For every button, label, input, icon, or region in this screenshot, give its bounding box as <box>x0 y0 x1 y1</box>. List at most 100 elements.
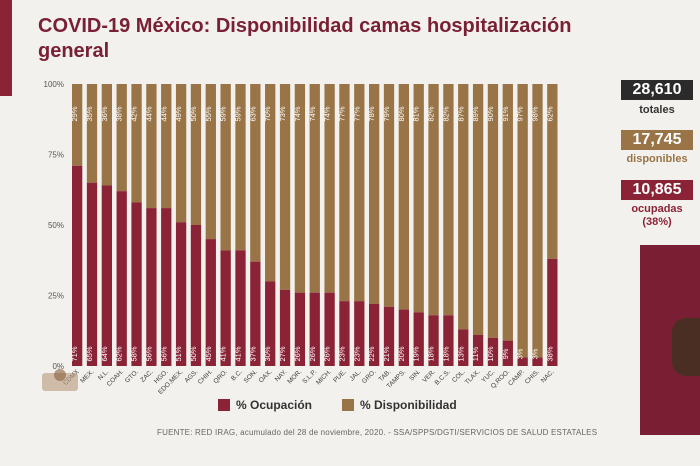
bar-available <box>354 84 365 302</box>
bar-occupied <box>175 222 187 366</box>
bar-available <box>146 84 157 209</box>
x-tick-label: QRO. <box>212 368 229 385</box>
bar-available <box>250 84 261 262</box>
bar-occupied <box>443 315 454 366</box>
bar-occupied <box>131 202 142 366</box>
bar-available <box>413 84 424 313</box>
x-tick-label: CHIS. <box>524 368 541 385</box>
bar-occupied <box>235 250 246 366</box>
data-label-available: 74% <box>323 106 332 121</box>
data-label-available: 63% <box>248 106 257 121</box>
x-tick-label: GRO. <box>361 368 378 385</box>
data-label-available: 55% <box>204 106 213 121</box>
legend-item-occupied: % Ocupación <box>218 398 312 412</box>
speaker-figure <box>672 318 700 376</box>
bar-occupied <box>265 281 276 366</box>
data-label-available: 38% <box>115 106 124 121</box>
data-label-available: 98% <box>531 106 540 121</box>
bar-available <box>131 84 142 203</box>
data-label-available: 82% <box>441 106 450 121</box>
bar-available <box>205 84 216 240</box>
data-label-occupied: 26% <box>293 346 302 361</box>
bar-occupied <box>72 165 83 366</box>
data-label-available: 74% <box>293 106 302 121</box>
legend-label-occupied: % Ocupación <box>236 398 313 412</box>
bar-available <box>324 84 335 293</box>
data-label-occupied: 27% <box>278 346 287 361</box>
data-label-available: 97% <box>516 106 525 121</box>
bar-available <box>532 84 543 358</box>
data-label-available: 59% <box>234 106 243 121</box>
data-label-available: 36% <box>100 106 109 121</box>
x-tick-label: CHIH. <box>197 368 215 386</box>
x-tick-label: MICH. <box>315 368 333 386</box>
data-label-available: 87% <box>456 106 465 121</box>
data-label-occupied: 11% <box>471 346 480 361</box>
chart-legend: % Ocupación % Disponibilidad <box>218 398 457 412</box>
data-label-available: 90% <box>486 106 495 121</box>
data-label-available: 79% <box>382 106 391 121</box>
data-label-occupied: 23% <box>352 346 361 361</box>
bar-available <box>428 84 439 316</box>
data-label-available: 81% <box>412 106 421 121</box>
bar-occupied <box>354 301 365 366</box>
data-label-occupied: 58% <box>130 346 139 361</box>
x-tick-label: PUE. <box>332 368 348 384</box>
data-label-available: 44% <box>144 106 153 121</box>
data-label-occupied: 38% <box>545 346 554 361</box>
data-label-occupied: 41% <box>234 346 243 361</box>
total-beds-value: 28,610 <box>621 80 693 100</box>
bar-available <box>175 84 187 223</box>
bar-available <box>547 84 558 259</box>
data-label-occupied: 26% <box>308 346 317 361</box>
x-tick-label: COAH. <box>106 368 126 388</box>
y-tick-label: 0% <box>52 362 64 371</box>
bar-available <box>369 84 380 304</box>
data-label-occupied: 19% <box>412 346 421 361</box>
x-tick-label: CAMP. <box>507 368 526 387</box>
data-label-occupied: 37% <box>248 346 257 361</box>
data-label-available: 70% <box>263 106 272 121</box>
data-label-occupied: 9% <box>501 348 510 359</box>
bar-available <box>517 84 528 358</box>
bar-available <box>458 84 469 330</box>
bar-available <box>443 84 454 316</box>
x-tick-label: SIN. <box>408 368 422 382</box>
available-beds-label: disponibles <box>626 153 688 165</box>
x-tick-label: NAC. <box>540 368 556 384</box>
bar-available <box>235 84 246 251</box>
bar-occupied <box>220 250 231 366</box>
data-label-available: 59% <box>219 106 228 121</box>
bar-available <box>101 84 112 186</box>
data-label-occupied: 26% <box>323 346 332 361</box>
legend-label-available: % Disponibilidad <box>360 398 457 412</box>
y-tick-label: 75% <box>48 151 64 160</box>
data-label-occupied: 13% <box>456 346 465 361</box>
bar-occupied <box>324 292 335 366</box>
bar-occupied <box>294 292 306 366</box>
data-label-occupied: 30% <box>263 346 272 361</box>
bar-occupied <box>146 208 157 366</box>
bar-available <box>161 84 172 209</box>
data-label-available: 78% <box>367 106 376 121</box>
bar-occupied <box>458 329 469 366</box>
occupied-beds-percent: (38%) <box>642 216 672 228</box>
data-label-occupied: 10% <box>486 346 495 361</box>
bar-occupied <box>517 357 528 366</box>
data-label-occupied: 71% <box>70 346 79 361</box>
bar-occupied <box>428 315 439 366</box>
data-label-available: 44% <box>159 106 168 121</box>
bar-available <box>502 84 513 341</box>
bar-available <box>309 84 320 293</box>
bar-occupied <box>369 303 380 366</box>
data-label-occupied: 50% <box>189 346 198 361</box>
occupied-beds-value: 10,865 <box>621 180 693 200</box>
bar-occupied <box>309 292 320 366</box>
data-label-available: 42% <box>130 106 139 121</box>
bar-available <box>294 84 306 293</box>
bar-occupied <box>472 334 484 366</box>
bar-occupied <box>101 185 112 366</box>
data-label-available: 29% <box>70 106 79 121</box>
bar-available <box>72 84 83 166</box>
bar-occupied <box>502 340 513 366</box>
